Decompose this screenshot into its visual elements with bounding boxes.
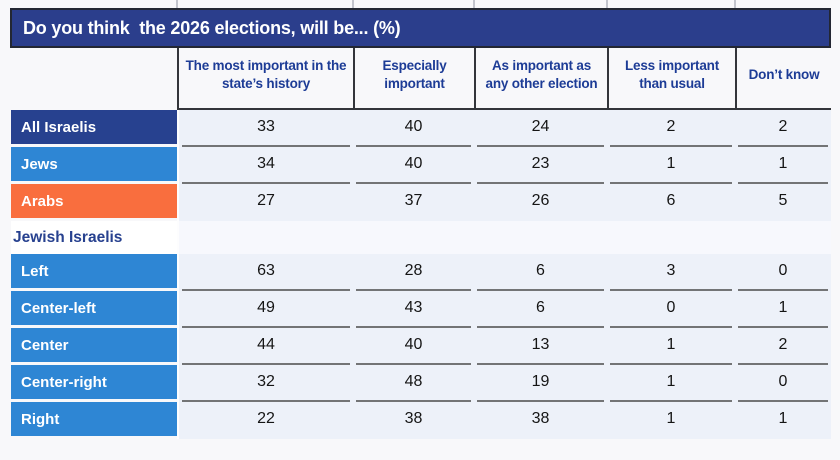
row-label: Right [11, 402, 177, 436]
data-cell: 1 [607, 365, 735, 402]
data-cell: 43 [353, 291, 474, 328]
data-cell: 1 [607, 402, 735, 439]
column-header: Don’t know [735, 48, 831, 110]
data-cell: 1 [607, 328, 735, 365]
data-cell: 2 [735, 328, 831, 365]
column-header: As important as any other election [474, 48, 607, 110]
data-cell: 1 [735, 147, 831, 184]
row-label: Left [11, 254, 177, 288]
row-label: Center-left [11, 291, 177, 325]
data-cell: 37 [353, 184, 474, 221]
row-label: Arabs [11, 184, 177, 218]
row-label: Center [11, 328, 177, 362]
data-cell: 0 [735, 254, 831, 291]
column-header: Less important than usual [607, 48, 735, 110]
data-cell: 38 [474, 402, 607, 439]
data-cell: 1 [735, 402, 831, 439]
data-cell: 19 [474, 365, 607, 402]
data-cell: 40 [353, 110, 474, 147]
data-cell: 13 [474, 328, 607, 365]
empty-cell [474, 221, 607, 254]
column-boundary-tick [606, 0, 608, 8]
data-cell: 6 [607, 184, 735, 221]
corner-cell [11, 48, 177, 110]
data-cell: 34 [177, 147, 353, 184]
column-header: Especially important [353, 48, 474, 110]
data-cell: 63 [177, 254, 353, 291]
empty-cell [735, 221, 831, 254]
data-cell: 24 [474, 110, 607, 147]
column-boundary-tick [473, 0, 475, 8]
data-cell: 6 [474, 291, 607, 328]
data-cell: 2 [735, 110, 831, 147]
data-cell: 32 [177, 365, 353, 402]
data-cell: 3 [607, 254, 735, 291]
empty-cell [607, 221, 735, 254]
row-label: All Israelis [11, 110, 177, 144]
column-header: The most important in the state’s histor… [177, 48, 353, 110]
data-cell: 1 [607, 147, 735, 184]
column-boundary-tick [176, 0, 178, 8]
data-cell: 6 [474, 254, 607, 291]
column-boundary-tick [352, 0, 354, 8]
data-cell: 26 [474, 184, 607, 221]
data-cell: 49 [177, 291, 353, 328]
row-label: Jews [11, 147, 177, 181]
table-title: Do you think the 2026 elections, will be… [23, 17, 401, 38]
data-cell: 40 [353, 147, 474, 184]
data-cell: 44 [177, 328, 353, 365]
row-label: Center-right [11, 365, 177, 399]
data-cell: 0 [607, 291, 735, 328]
data-cell: 22 [177, 402, 353, 439]
data-cell: 28 [353, 254, 474, 291]
data-cell: 38 [353, 402, 474, 439]
data-cell: 48 [353, 365, 474, 402]
data-cell: 5 [735, 184, 831, 221]
data-cell: 0 [735, 365, 831, 402]
table-title-bar: Do you think the 2026 elections, will be… [10, 8, 831, 48]
survey-table: The most important in the state’s histor… [11, 48, 831, 439]
section-label: Jewish Israelis [11, 221, 177, 254]
data-cell: 27 [177, 184, 353, 221]
data-cell: 33 [177, 110, 353, 147]
column-boundary-tick [734, 0, 736, 8]
empty-cell [353, 221, 474, 254]
data-cell: 1 [735, 291, 831, 328]
data-cell: 2 [607, 110, 735, 147]
empty-cell [177, 221, 353, 254]
data-cell: 40 [353, 328, 474, 365]
data-cell: 23 [474, 147, 607, 184]
